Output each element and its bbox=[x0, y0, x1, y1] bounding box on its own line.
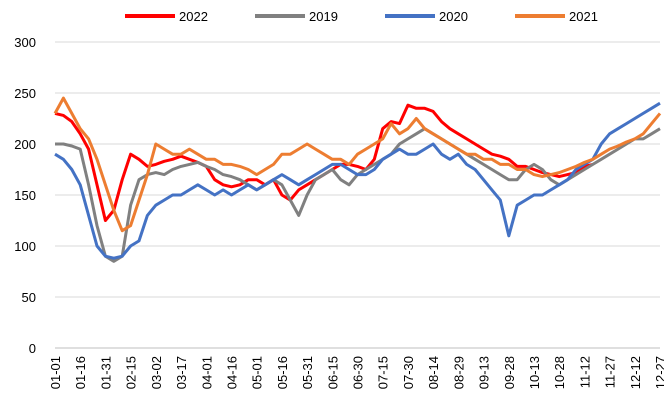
x-tick-label: 03-02 bbox=[149, 356, 164, 389]
y-tick-label: 0 bbox=[29, 341, 36, 356]
x-tick-label: 05-31 bbox=[300, 356, 315, 389]
y-tick-label: 150 bbox=[14, 188, 36, 203]
x-tick-label: 05-16 bbox=[275, 356, 290, 389]
y-tick-label: 200 bbox=[14, 137, 36, 152]
x-tick-label: 12-12 bbox=[628, 356, 643, 389]
x-tick-label: 02-15 bbox=[124, 356, 139, 389]
x-tick-label: 06-15 bbox=[325, 356, 340, 389]
x-tick-label: 12-27 bbox=[653, 356, 664, 389]
x-tick-label: 09-13 bbox=[477, 356, 492, 389]
y-tick-label: 50 bbox=[22, 290, 36, 305]
x-tick-label: 03-17 bbox=[174, 356, 189, 389]
x-tick-label: 04-01 bbox=[199, 356, 214, 389]
x-tick-label: 04-16 bbox=[224, 356, 239, 389]
x-tick-label: 10-28 bbox=[552, 356, 567, 389]
x-tick-label: 10-13 bbox=[527, 356, 542, 389]
x-tick-label: 11-27 bbox=[603, 356, 618, 388]
x-tick-label: 06-30 bbox=[351, 356, 366, 389]
legend-label: 2022 bbox=[179, 9, 208, 24]
x-tick-label: 07-30 bbox=[401, 356, 416, 389]
x-tick-label: 01-01 bbox=[48, 356, 63, 389]
x-tick-label: 08-14 bbox=[426, 356, 441, 389]
x-tick-label: 01-31 bbox=[98, 356, 113, 389]
series-line bbox=[53, 96, 662, 233]
y-tick-label: 300 bbox=[14, 35, 36, 50]
legend-label: 2019 bbox=[309, 9, 338, 24]
x-tick-label: 05-01 bbox=[250, 356, 265, 389]
series-line bbox=[54, 103, 594, 222]
x-tick-label: 01-16 bbox=[73, 356, 88, 389]
y-tick-label: 100 bbox=[14, 239, 36, 254]
x-tick-label: 09-28 bbox=[502, 356, 517, 389]
y-tick-label: 250 bbox=[14, 86, 36, 101]
legend-label: 2021 bbox=[569, 9, 598, 24]
legend-label: 2020 bbox=[439, 9, 468, 24]
x-tick-label: 07-15 bbox=[376, 356, 391, 389]
x-tick-label: 11-12 bbox=[577, 356, 592, 388]
x-tick-label: 08-29 bbox=[451, 356, 466, 389]
series-line bbox=[54, 101, 661, 260]
